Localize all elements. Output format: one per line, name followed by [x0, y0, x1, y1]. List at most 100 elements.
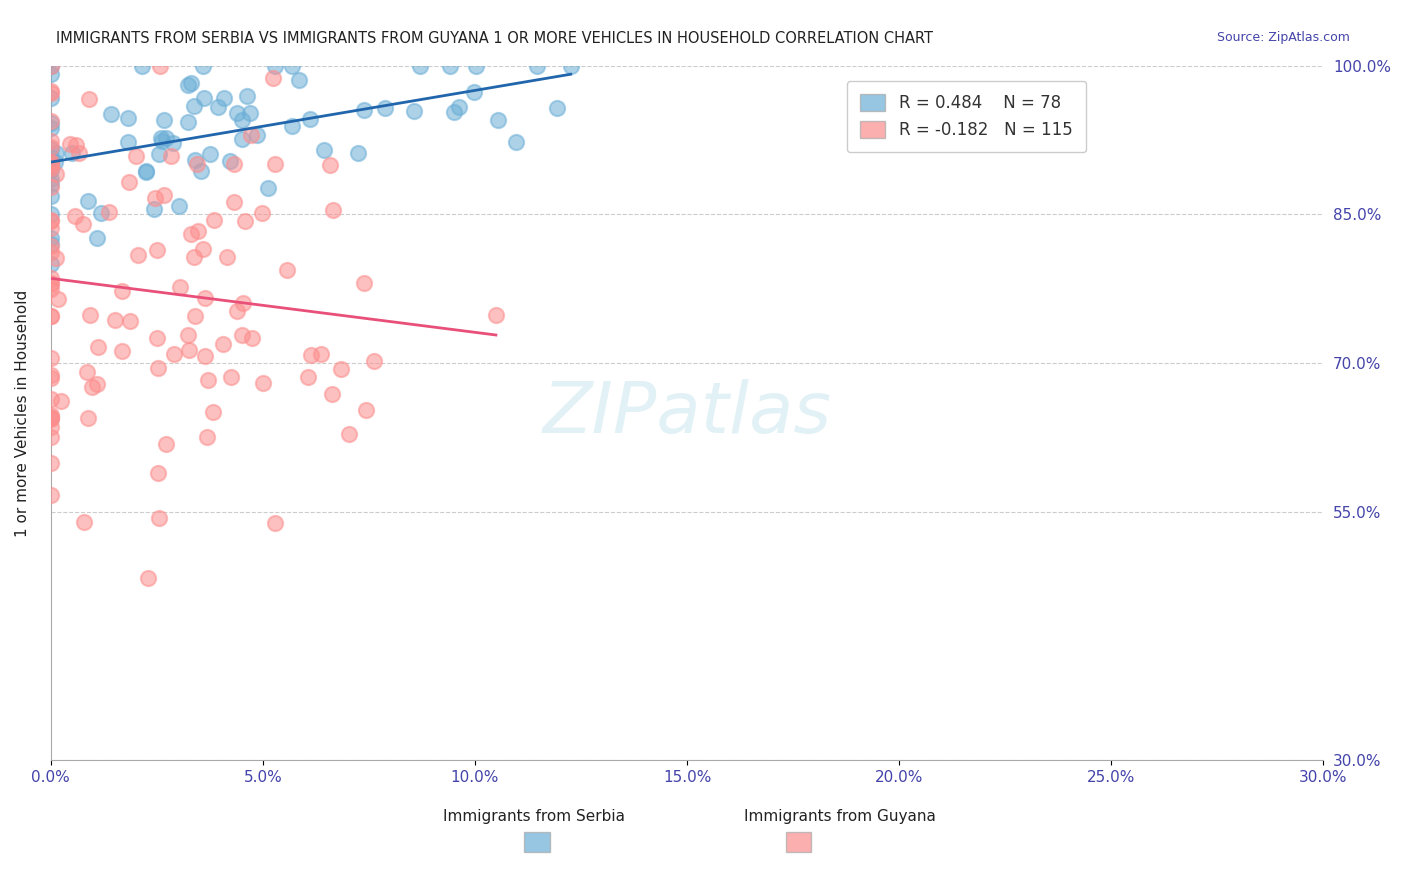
Immigrants from Serbia [353, 103, 375, 118]
Immigrants from Guyana [201, 405, 224, 419]
Immigrants from Guyana [252, 376, 274, 390]
Immigrants from Guyana [240, 331, 263, 345]
Immigrants from Serbia [281, 119, 304, 133]
Immigrants from Guyana [45, 251, 67, 265]
Immigrants from Serbia [183, 99, 205, 113]
Immigrants from Guyana [111, 344, 134, 359]
Immigrants from Serbia [39, 162, 62, 177]
Immigrants from Guyana [153, 187, 176, 202]
Immigrants from Guyana [111, 284, 134, 298]
Immigrants from Guyana [39, 114, 62, 128]
Immigrants from Guyana [39, 245, 62, 260]
Immigrants from Serbia [39, 237, 62, 252]
Immigrants from Guyana [86, 377, 108, 392]
Immigrants from Guyana [39, 277, 62, 291]
Immigrants from Guyana [163, 347, 186, 361]
Immigrants from Serbia [155, 131, 177, 145]
Immigrants from Guyana [65, 209, 87, 223]
Immigrants from Serbia [176, 115, 198, 129]
Immigrants from Guyana [39, 309, 62, 323]
Immigrants from Guyana [39, 419, 62, 434]
Immigrants from Guyana [211, 337, 233, 351]
Immigrants from Serbia [150, 130, 173, 145]
Immigrants from Serbia [39, 155, 62, 169]
Immigrants from Guyana [39, 412, 62, 426]
Immigrants from Serbia [44, 155, 66, 169]
Immigrants from Serbia [39, 257, 62, 271]
Immigrants from Guyana [146, 361, 169, 376]
Immigrants from Guyana [65, 138, 87, 153]
Immigrants from Serbia [526, 59, 548, 73]
Immigrants from Guyana [39, 370, 62, 384]
Immigrants from Serbia [463, 85, 485, 99]
Immigrants from Serbia [117, 111, 139, 125]
Immigrants from Serbia [117, 135, 139, 149]
Immigrants from Serbia [505, 135, 527, 149]
Immigrants from Serbia [486, 113, 509, 128]
Immigrants from Guyana [177, 328, 200, 343]
Immigrants from Guyana [39, 488, 62, 502]
Immigrants from Guyana [202, 212, 225, 227]
Immigrants from Guyana [143, 191, 166, 205]
Immigrants from Guyana [46, 292, 69, 306]
Immigrants from Guyana [67, 146, 90, 161]
Immigrants from Serbia [264, 59, 287, 73]
Immigrants from Serbia [246, 128, 269, 143]
Immigrants from Guyana [82, 380, 104, 394]
Immigrants from Guyana [297, 370, 319, 384]
Immigrants from Guyana [39, 158, 62, 172]
Immigrants from Guyana [322, 203, 344, 218]
Immigrants from Serbia [219, 153, 242, 168]
Immigrants from Guyana [79, 308, 101, 322]
Immigrants from Guyana [120, 314, 142, 328]
Immigrants from Serbia [39, 177, 62, 191]
Immigrants from Guyana [39, 276, 62, 290]
Immigrants from Serbia [239, 106, 262, 120]
Immigrants from Serbia [162, 136, 184, 150]
Immigrants from Guyana [39, 220, 62, 235]
Immigrants from Serbia [167, 199, 190, 213]
Immigrants from Guyana [39, 134, 62, 148]
Immigrants from Guyana [125, 149, 148, 163]
Immigrants from Guyana [299, 348, 322, 362]
Immigrants from Guyana [39, 410, 62, 425]
Immigrants from Guyana [264, 516, 287, 531]
Immigrants from Guyana [39, 84, 62, 98]
Immigrants from Guyana [191, 242, 214, 256]
Immigrants from Serbia [39, 207, 62, 221]
Legend: R = 0.484    N = 78, R = -0.182   N = 115: R = 0.484 N = 78, R = -0.182 N = 115 [848, 81, 1085, 153]
Immigrants from Serbia [90, 205, 112, 219]
Immigrants from Serbia [465, 59, 488, 73]
Immigrants from Guyana [76, 411, 98, 425]
Immigrants from Serbia [184, 153, 207, 167]
Immigrants from Guyana [39, 282, 62, 296]
Immigrants from Serbia [404, 103, 426, 118]
Immigrants from Guyana [226, 304, 249, 318]
Immigrants from Guyana [39, 161, 62, 176]
Immigrants from Guyana [354, 403, 377, 417]
Immigrants from Serbia [560, 59, 582, 73]
Immigrants from Serbia [39, 91, 62, 105]
Immigrants from Guyana [183, 250, 205, 264]
Immigrants from Guyana [39, 368, 62, 383]
Immigrants from Guyana [262, 70, 284, 85]
Immigrants from Serbia [60, 146, 83, 161]
Immigrants from Guyana [87, 340, 110, 354]
Immigrants from Guyana [309, 347, 332, 361]
Immigrants from Serbia [287, 72, 309, 87]
Immigrants from Guyana [97, 204, 120, 219]
Immigrants from Guyana [39, 310, 62, 324]
Immigrants from Serbia [231, 131, 253, 145]
Immigrants from Guyana [39, 155, 62, 169]
Text: Immigrants from Guyana: Immigrants from Guyana [744, 809, 935, 824]
Immigrants from Serbia [135, 163, 157, 178]
Immigrants from Guyana [39, 408, 62, 422]
Immigrants from Guyana [72, 515, 94, 529]
Immigrants from Guyana [39, 270, 62, 285]
Immigrants from Guyana [240, 128, 263, 142]
Immigrants from Guyana [219, 370, 242, 384]
Immigrants from Guyana [39, 392, 62, 406]
Immigrants from Guyana [186, 156, 208, 170]
Immigrants from Guyana [215, 250, 238, 264]
Immigrants from Serbia [191, 59, 214, 73]
